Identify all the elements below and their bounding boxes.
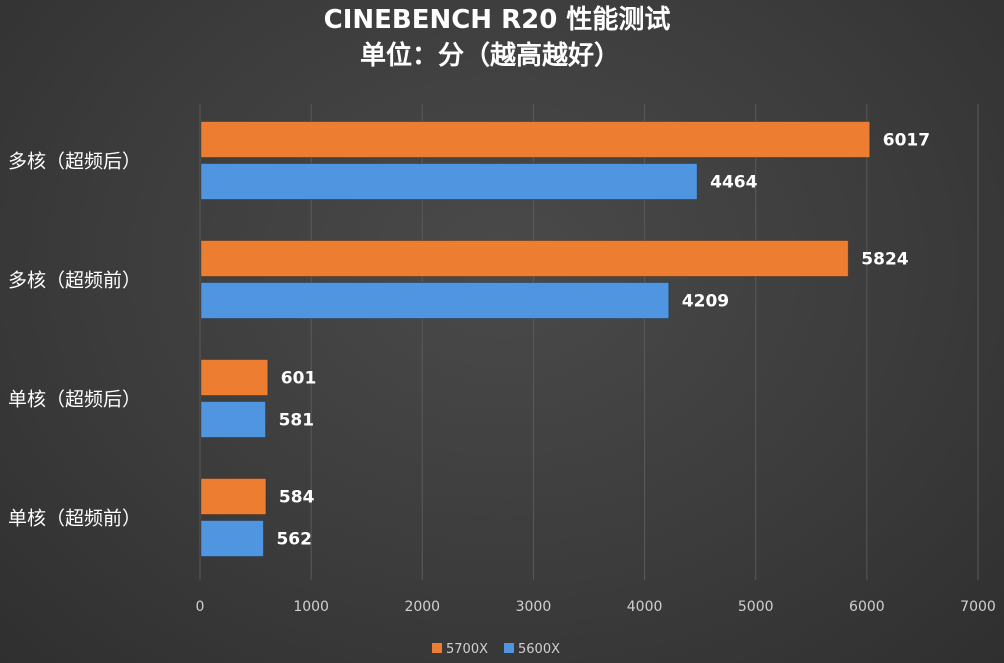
category-label: 多核（超频后） [8, 151, 141, 173]
category-label: 单核（超频前） [8, 508, 141, 530]
category-label: 多核（超频前） [8, 270, 141, 292]
x-tick-label: 1000 [293, 599, 329, 615]
x-tick-label: 2000 [404, 599, 440, 615]
x-tick-label: 6000 [849, 599, 885, 615]
category-label: 单核（超频后） [8, 389, 141, 411]
x-axis-ticks: 0 1000 2000 3000 4000 5000 6000 7000 [196, 599, 996, 615]
x-tick-label: 4000 [627, 599, 663, 615]
bar-5600x [200, 163, 698, 200]
legend-label: 5700X [446, 642, 488, 657]
bar-5700x [200, 121, 871, 158]
bar-5600x [200, 401, 267, 438]
bar-5700x [200, 359, 269, 396]
legend-label: 5600X [518, 642, 560, 657]
chart-title: CINEBENCH R20 性能测试 [324, 4, 671, 35]
x-tick-label: 0 [196, 599, 205, 615]
x-tick-label: 3000 [516, 599, 552, 615]
bar-5700x [200, 240, 849, 277]
value-label: 6017 [883, 131, 930, 151]
legend: 5700X 5600X [432, 642, 560, 657]
legend-swatch-5700x [432, 643, 442, 653]
value-label: 584 [279, 488, 315, 508]
value-label: 581 [279, 411, 315, 431]
value-labels: 6017 4464 5824 4209 601 581 584 562 [276, 131, 930, 550]
bar-5700x [200, 478, 267, 515]
value-label: 4209 [682, 292, 729, 312]
chart-subtitle: 单位：分（越高越好） [360, 40, 620, 71]
bar-5600x [200, 282, 670, 319]
value-label: 5824 [861, 250, 908, 270]
value-label: 601 [281, 369, 317, 389]
category-labels: 多核（超频后） 多核（超频前） 单核（超频后） 单核（超频前） [8, 151, 141, 530]
x-tick-label: 5000 [738, 599, 774, 615]
value-label: 4464 [710, 173, 757, 193]
legend-swatch-5600x [504, 643, 514, 653]
value-label: 562 [276, 530, 312, 550]
bar-5600x [200, 520, 264, 557]
x-tick-label: 7000 [960, 599, 996, 615]
bars [200, 121, 871, 557]
